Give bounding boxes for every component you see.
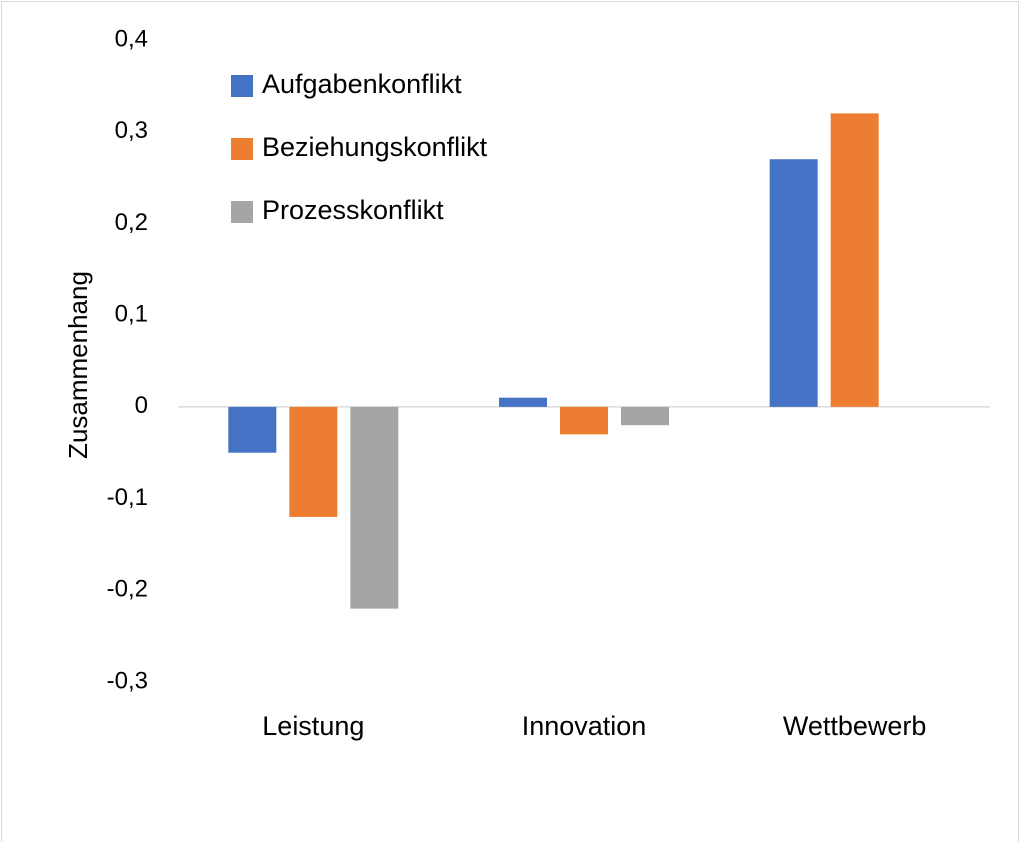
x-tick-label: Leistung: [262, 711, 364, 741]
x-tick-label: Wettbewerb: [783, 711, 927, 741]
y-tick-label: -0,2: [107, 576, 148, 603]
y-tick-label: 0,3: [115, 117, 148, 144]
y-tick-label: 0,4: [115, 25, 148, 52]
legend-label: Beziehungskonflikt: [262, 132, 488, 162]
y-axis-label: Zusammenhang: [63, 271, 93, 459]
y-tick-label: 0,1: [115, 300, 148, 327]
bar: [350, 406, 399, 609]
x-tick-label: Innovation: [522, 711, 647, 741]
y-tick-label: 0: [135, 392, 148, 419]
bar: [499, 397, 547, 407]
legend-swatch: [231, 201, 253, 223]
legend-swatch: [231, 138, 253, 160]
y-tick-label: 0,2: [115, 209, 148, 236]
bar: [769, 159, 818, 407]
legend-label: Prozesskonflikt: [262, 195, 444, 225]
bar: [560, 406, 608, 435]
y-tick-label: -0,3: [107, 667, 148, 694]
bar: [289, 406, 338, 517]
legend-swatch: [231, 75, 253, 97]
legend-label: Aufgabenkonflikt: [262, 69, 462, 99]
y-tick-label: -0,1: [107, 484, 148, 511]
bar: [621, 406, 669, 426]
bar: [228, 406, 277, 453]
bar: [830, 113, 879, 407]
